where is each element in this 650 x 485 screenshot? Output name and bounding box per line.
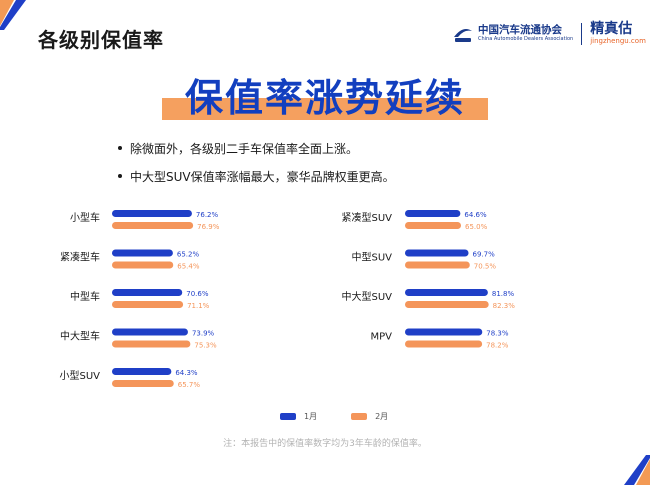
bar-jan xyxy=(405,210,461,217)
category-label: 小型车 xyxy=(70,211,100,224)
category-label: 紧凑型车 xyxy=(60,251,100,264)
headline-block: 保值率涨势延续 xyxy=(162,72,488,124)
section-title: 各级别保值率 xyxy=(38,28,164,52)
legend-item-jan: 1月 xyxy=(280,411,317,422)
data-label-feb: 71.1% xyxy=(187,302,210,310)
category-label: 小型SUV xyxy=(59,369,100,382)
brand-name: 精真估 xyxy=(590,21,633,37)
org-name-cn: 中国汽车流通协会 xyxy=(478,23,562,36)
legend-swatch-feb xyxy=(351,413,368,420)
data-label-jan: 78.3% xyxy=(486,330,509,338)
data-label-feb: 75.3% xyxy=(194,342,217,350)
bar-jan xyxy=(405,289,488,296)
bullet-text: 除微面外，各级别二手车保值率全面上涨。 xyxy=(130,141,359,156)
cada-logo-icon xyxy=(454,28,472,42)
brand-url: jingzhengu.com xyxy=(590,37,646,45)
data-label-jan: 76.2% xyxy=(196,211,219,219)
category-label: MPV xyxy=(371,332,393,343)
bullet-item: 中大型SUV保值率涨幅最大，豪华品牌权重更高。 xyxy=(118,166,395,186)
bar-feb xyxy=(112,380,174,387)
bullet-list: 除微面外，各级别二手车保值率全面上涨。 中大型SUV保值率涨幅最大，豪华品牌权重… xyxy=(118,138,395,194)
bar-jan xyxy=(112,368,172,375)
bar-feb xyxy=(405,301,489,308)
bullet-dot xyxy=(118,174,122,178)
data-label-jan: 65.2% xyxy=(177,251,200,259)
org-name-en: China Automobile Dealers Association xyxy=(478,36,574,43)
data-label-jan: 70.6% xyxy=(186,290,209,298)
bar-jan xyxy=(112,210,192,217)
data-label-jan: 64.6% xyxy=(464,211,487,219)
bar-feb xyxy=(405,261,470,269)
category-label: 中大型车 xyxy=(60,330,100,343)
bar-feb xyxy=(112,222,194,229)
data-label-feb: 82.3% xyxy=(493,302,516,310)
data-label-feb: 78.2% xyxy=(486,342,509,350)
category-label: 中型SUV xyxy=(351,251,392,264)
bar-jan xyxy=(112,249,173,257)
bar-jan xyxy=(405,249,469,257)
category-label: 中型车 xyxy=(70,290,100,303)
bar-jan xyxy=(405,328,483,336)
bullet-text: 中大型SUV保值率涨幅最大，豪华品牌权重更高。 xyxy=(130,169,395,184)
data-label-jan: 64.3% xyxy=(175,369,198,377)
category-label: 紧凑型SUV xyxy=(341,211,392,224)
legend-swatch-jan xyxy=(280,413,296,420)
bullet-item: 除微面外，各级别二手车保值率全面上涨。 xyxy=(118,138,395,158)
data-label-jan: 81.8% xyxy=(492,290,515,298)
data-label-feb: 76.9% xyxy=(197,223,220,231)
bar-jan xyxy=(112,328,188,336)
bar-feb xyxy=(405,340,483,348)
bar-feb xyxy=(112,301,184,308)
footnote: 注：本报告中的保值率数字均为3年车龄的保值率。 xyxy=(223,439,427,449)
chart-legend: 1月 2月 xyxy=(280,411,422,422)
category-label: 中大型SUV xyxy=(341,290,392,303)
logo-divider xyxy=(581,22,583,45)
data-label-feb: 65.4% xyxy=(177,263,200,271)
legend-item-feb: 2月 xyxy=(351,411,388,422)
corner-decoration-bottom-right xyxy=(610,455,650,485)
legend-label-jan: 1月 xyxy=(304,412,318,421)
legend-label-feb: 2月 xyxy=(375,412,389,421)
bar-feb xyxy=(112,340,191,348)
bar-feb xyxy=(405,222,461,229)
bullet-dot xyxy=(118,146,122,150)
data-label-jan: 73.9% xyxy=(192,330,215,338)
bar-jan xyxy=(112,289,183,296)
data-label-jan: 69.7% xyxy=(473,251,496,259)
data-label-feb: 70.5% xyxy=(474,263,497,271)
data-label-feb: 65.7% xyxy=(178,381,201,389)
bar-feb xyxy=(112,261,174,269)
data-label-feb: 65.0% xyxy=(465,223,488,231)
headline: 保值率涨势延续 xyxy=(184,76,465,120)
headline-highlight xyxy=(162,98,488,120)
header-logo: 中国汽车流通协会 China Automobile Dealers Associ… xyxy=(452,22,646,45)
